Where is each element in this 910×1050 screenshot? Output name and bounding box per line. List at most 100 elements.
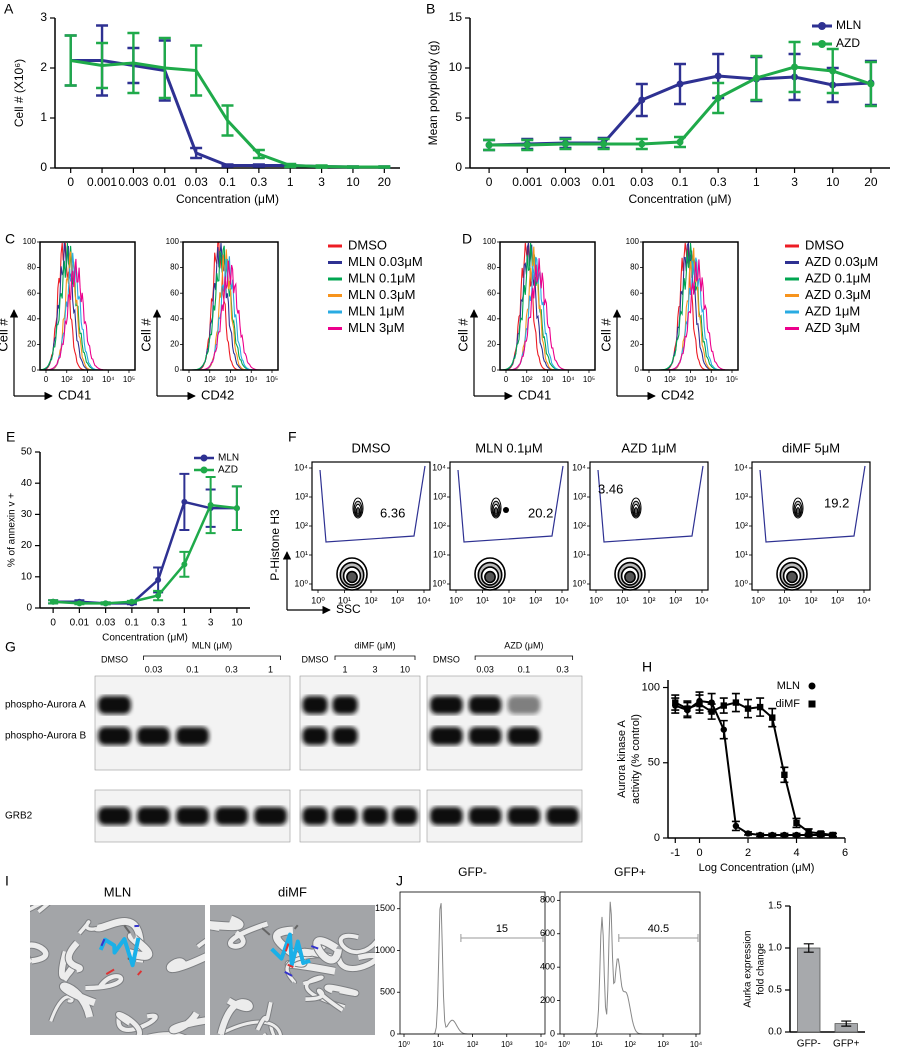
y-tick-label: 40 — [630, 314, 639, 323]
x-tick-label: GFP- — [797, 1039, 821, 1050]
y-tick-label: 0 — [635, 365, 640, 374]
panel-label: H — [642, 659, 652, 675]
x-tick-label: 10⁴ — [555, 595, 569, 605]
y-tick-label: 10⁴ — [432, 462, 446, 472]
y-axis-title: % of annexin v + — [7, 493, 18, 567]
band — [302, 727, 328, 745]
y-tick-label: 80 — [487, 263, 496, 272]
plot-title: GFP+ — [614, 865, 646, 879]
marker — [50, 598, 57, 605]
y-tick-label: 0 — [654, 832, 660, 844]
y-tick-label: 1000 — [375, 945, 395, 955]
gate — [759, 465, 866, 543]
x-tick-label: 10² — [502, 595, 515, 605]
x-tick-label: 10³ — [657, 1040, 669, 1049]
x-axis-title: CD42 — [661, 387, 694, 402]
y-tick-label: 100 — [642, 681, 660, 693]
y-tick-label: 15 — [449, 10, 463, 24]
plot-frame — [751, 461, 871, 591]
y-tick-label: 0 — [40, 160, 47, 174]
gate — [319, 465, 426, 543]
plot-frame — [311, 461, 431, 591]
histogram-trace — [500, 242, 595, 371]
y-tick-label: 20 — [487, 340, 496, 349]
x-tick-label: 10⁴ — [562, 375, 575, 384]
y-tick-label: 10⁰ — [432, 578, 446, 588]
legend-marker — [808, 682, 816, 690]
marker — [817, 830, 824, 837]
histogram-trace — [39, 242, 135, 371]
ribbon — [147, 1027, 185, 1035]
error-bar — [127, 31, 140, 95]
residue — [100, 938, 106, 947]
histogram-trace — [40, 242, 135, 371]
legend-label: MLN — [777, 680, 800, 692]
ribbon — [313, 937, 342, 964]
marker — [102, 600, 109, 607]
x-tick-label: 10⁰ — [311, 595, 325, 605]
legend-label: MLN 0.03μM — [348, 254, 423, 269]
x-tick-label: 10⁰ — [589, 595, 603, 605]
histogram-trace — [40, 251, 135, 371]
lane-label: 1 — [342, 664, 347, 674]
marker — [155, 592, 162, 599]
panel-label: J — [396, 873, 403, 889]
x-axis-title: Log Concentration (μM) — [699, 862, 815, 874]
marker — [756, 703, 764, 711]
gate-value: 19.2 — [824, 495, 849, 510]
y-tick-label: 0.0 — [768, 1027, 782, 1038]
gate — [460, 934, 544, 942]
blot — [94, 675, 291, 771]
marker — [676, 138, 684, 146]
ribbon — [335, 952, 375, 972]
ribbon — [169, 1011, 205, 1034]
x-tick-label: 10¹ — [476, 595, 489, 605]
x-tick-label: 0.1 — [672, 175, 689, 189]
residue — [293, 924, 299, 930]
x-tick-label: 10¹ — [591, 1040, 603, 1049]
y-axis-title: activity (% control) — [630, 714, 642, 804]
lane-label: 0.3 — [225, 664, 238, 674]
y-tick-label: 100 — [166, 237, 180, 246]
panel-label: D — [462, 231, 472, 247]
x-tick-label: 10⁰ — [751, 595, 765, 605]
legend-label: AZD 0.3μM — [805, 287, 871, 302]
ribbon — [338, 933, 375, 955]
gate-value: 40.5 — [648, 923, 669, 935]
y-tick-label: 10² — [433, 520, 446, 530]
x-axis-title: CD41 — [518, 387, 551, 402]
gate-value: 20.2 — [528, 505, 553, 520]
x-tick-label: 1 — [753, 175, 760, 189]
error-bar — [315, 164, 328, 169]
x-tick-label: 0 — [50, 618, 56, 629]
marker — [638, 140, 646, 148]
band — [430, 807, 463, 825]
x-tick-label: 10² — [664, 375, 676, 384]
legend-label: AZD — [218, 465, 238, 476]
gate-value: 15 — [496, 923, 508, 935]
histogram-trace — [183, 249, 278, 371]
plot-frame — [499, 241, 596, 371]
plot-title: GFP- — [458, 865, 487, 879]
y-tick-label: 1.5 — [768, 901, 782, 912]
lane-label: DMSO — [101, 654, 128, 664]
marker — [128, 598, 135, 605]
legend-label: AZD 0.03μM — [805, 254, 878, 269]
band — [98, 727, 131, 745]
error-bar — [221, 163, 234, 168]
y-tick-label: 40 — [21, 478, 33, 489]
legend-label: DMSO — [348, 237, 387, 252]
x-tick-label: 0.1 — [125, 618, 139, 629]
histogram-trace — [643, 257, 738, 371]
histogram-trace — [500, 246, 595, 371]
y-tick-label: 100 — [483, 237, 497, 246]
x-tick-label: 10³ — [529, 595, 542, 605]
marker — [708, 708, 715, 715]
y-tick-label: 80 — [27, 263, 36, 272]
x-tick-label: 10⁰ — [449, 595, 463, 605]
x-tick-label: 10⁴ — [695, 595, 709, 605]
x-tick-label: 10³ — [225, 375, 237, 384]
y-tick-label: 10¹ — [433, 549, 446, 559]
legend-label: MLN — [836, 18, 861, 32]
x-axis-title: CD42 — [201, 387, 234, 402]
